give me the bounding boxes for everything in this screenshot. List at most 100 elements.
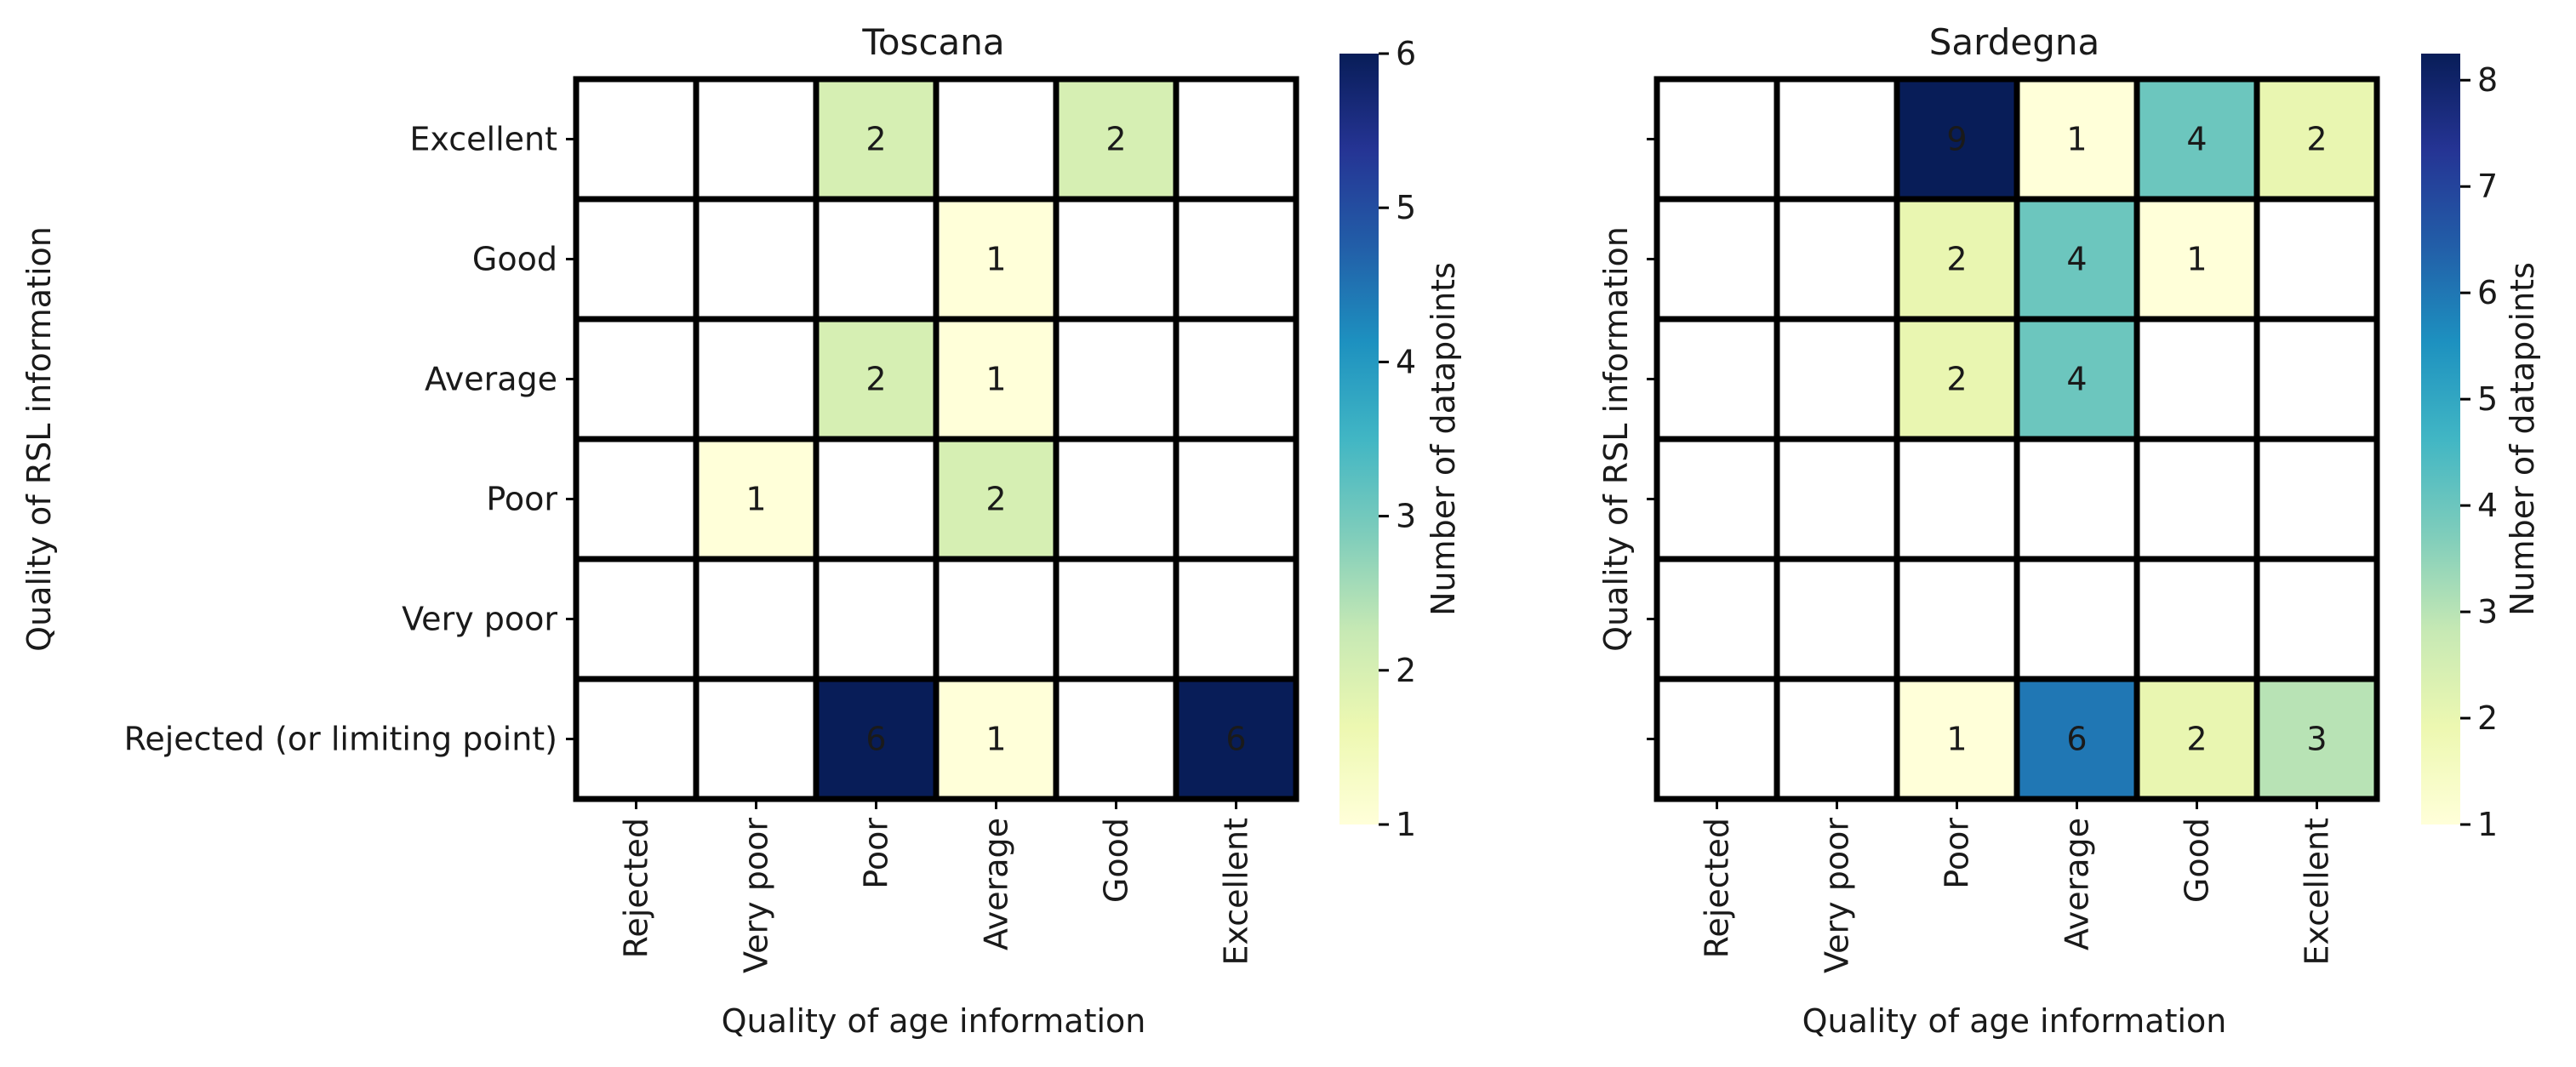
heatmap-cell xyxy=(1654,76,1780,203)
colorbar-tick-label: 6 xyxy=(1396,35,1416,72)
y-tick-label: Good xyxy=(472,241,557,278)
heatmap-cell xyxy=(813,196,940,322)
heatmap-cell xyxy=(2013,556,2140,682)
heatmap-cell xyxy=(2013,316,2140,442)
heatmap-cell xyxy=(1053,76,1179,203)
x-tick-label: Good xyxy=(2179,818,2216,903)
heatmap-cell xyxy=(1173,676,1299,802)
cell-value-label: 4 xyxy=(2186,121,2207,158)
heatmap-cell xyxy=(1654,316,1780,442)
x-tick-label: Poor xyxy=(858,818,895,889)
cell-value-label: 1 xyxy=(745,481,766,518)
colorbar-tick-label: 2 xyxy=(2477,699,2498,737)
heatmap-cell xyxy=(1893,316,2020,442)
colorbar-tick-label: 3 xyxy=(2477,593,2498,630)
heatmap-cell xyxy=(1654,436,1780,562)
colorbar-ticks: 1 2 3 4 5 6 7 8 xyxy=(2460,61,2498,843)
heatmap-cells xyxy=(573,76,1299,802)
heatmap-cell xyxy=(2253,556,2380,682)
heatmap-frame xyxy=(574,77,1299,802)
heatmap-cell xyxy=(573,676,700,802)
y-tick-label: Poor xyxy=(486,481,557,518)
cell-annotations: 9 1 4 2 2 4 1 2 4 1 6 2 3 xyxy=(1946,121,2327,758)
x-tick-labels: Rejected Very poor Poor Average Good Excellen… xyxy=(1699,799,2336,973)
heatmap-cell xyxy=(1053,196,1179,322)
colorbar xyxy=(2421,54,2460,824)
colorbar-tick-label: 5 xyxy=(1396,189,1416,226)
heatmap-cell xyxy=(1173,436,1299,562)
heatmap-cell xyxy=(1053,676,1179,802)
cell-value-label: 1 xyxy=(2186,241,2207,278)
chart-title: Toscana xyxy=(861,21,1004,63)
heatmap-cells xyxy=(1654,76,2380,802)
heatmap-cell xyxy=(813,556,940,682)
colorbar-tick-label: 6 xyxy=(2477,274,2498,311)
heatmap-panel-sardegna: Sardegna 9 1 4 2 2 4 1 2 4 1 6 2 3 Rejected Very poor… xyxy=(1597,21,2541,1040)
y-tick-label: Average xyxy=(425,361,557,398)
heatmap-cell xyxy=(2133,556,2260,682)
colorbar-tick-label: 1 xyxy=(1396,806,1416,843)
y-tick-label: Very poor xyxy=(402,601,557,638)
heatmap-panel-toscana: Toscana 2 2 1 2 1 1 2 6 1 6 Excellent Good Average P… xyxy=(20,21,1462,1040)
cell-value-label: 2 xyxy=(2306,121,2327,158)
colorbar-ticks: 1 2 3 4 5 6 xyxy=(1379,35,1416,843)
x-tick-label: Rejected xyxy=(618,818,655,958)
heatmap-cell xyxy=(2253,436,2380,562)
heatmap-cell xyxy=(573,316,700,442)
x-tick-label: Excellent xyxy=(2299,818,2336,966)
cell-value-label: 1 xyxy=(985,721,1006,758)
cell-value-label: 1 xyxy=(985,241,1006,278)
heatmap-cell xyxy=(2013,676,2140,802)
cell-value-label: 2 xyxy=(865,121,886,158)
cell-annotations: 2 2 1 2 1 1 2 6 1 6 xyxy=(745,121,1246,758)
heatmap-cell xyxy=(693,316,820,442)
heatmap-cell xyxy=(1053,436,1179,562)
heatmap-cell xyxy=(573,436,700,562)
x-tick-label: Very poor xyxy=(1819,818,1856,973)
x-axis-label: Quality of age information xyxy=(1802,1002,2227,1040)
heatmap-cell xyxy=(1654,556,1780,682)
heatmap-cell xyxy=(1773,196,1900,322)
cell-value-label: 3 xyxy=(2306,721,2327,758)
colorbar-tick-label: 5 xyxy=(2477,380,2498,418)
x-tick-label: Rejected xyxy=(1699,818,1736,958)
heatmap-cell xyxy=(693,76,820,203)
colorbar xyxy=(1339,54,1379,824)
colorbar-tick-label: 1 xyxy=(2477,806,2498,843)
heatmap-cell xyxy=(1893,436,2020,562)
x-tick-label: Average xyxy=(2059,818,2096,950)
chart-title: Sardegna xyxy=(1929,21,2099,63)
cell-value-label: 6 xyxy=(1225,721,1246,758)
cell-value-label: 6 xyxy=(2066,721,2087,758)
heatmap-cell xyxy=(1893,196,2020,322)
colorbar-tick-label: 4 xyxy=(2477,487,2498,524)
heatmap-cell xyxy=(2253,196,2380,322)
heatmap-cell xyxy=(933,196,1060,322)
x-tick-label: Poor xyxy=(1939,818,1976,889)
heatmap-cell xyxy=(1773,436,1900,562)
x-tick-label: Average xyxy=(978,818,1015,950)
heatmap-cell xyxy=(1773,556,1900,682)
y-tick-label: Excellent xyxy=(409,121,557,158)
heatmap-cell xyxy=(693,196,820,322)
cell-value-label: 1 xyxy=(2066,121,2087,158)
heatmap-cell xyxy=(2133,436,2260,562)
cell-value-label: 2 xyxy=(1105,121,1126,158)
colorbar-tick-label: 3 xyxy=(1396,498,1416,535)
x-tick-label: Very poor xyxy=(738,818,775,973)
x-axis-label: Quality of age information xyxy=(722,1002,1146,1040)
heatmap-cell xyxy=(2133,316,2260,442)
heatmap-cell xyxy=(1173,76,1299,203)
heatmap-cell xyxy=(573,76,700,203)
heatmap-cell xyxy=(1893,556,2020,682)
y-tick-labels xyxy=(1647,138,1657,740)
heatmap-cell xyxy=(2013,436,2140,562)
heatmap-cell xyxy=(1773,76,1900,203)
heatmap-cell xyxy=(813,436,940,562)
cell-value-label: 2 xyxy=(2186,721,2207,758)
heatmap-cell xyxy=(1173,196,1299,322)
cell-value-label: 4 xyxy=(2066,361,2087,398)
colorbar-tick-label: 7 xyxy=(2477,168,2498,205)
heatmap-cell xyxy=(693,676,820,802)
